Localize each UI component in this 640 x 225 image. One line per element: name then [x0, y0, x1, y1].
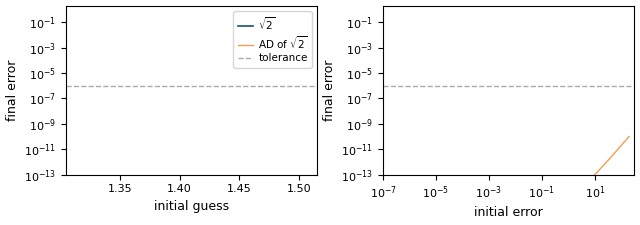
AD of $\sqrt{2}$ — [62, 185, 70, 188]
AD of $\sqrt{2}$ — [115, 184, 123, 187]
AD of $\sqrt{2}$ — [314, 185, 321, 187]
$\sqrt{2}$ — [158, 186, 166, 189]
$\sqrt{2}$ — [308, 186, 316, 189]
AD of $\sqrt{2}$ — [308, 185, 316, 188]
AD of $\sqrt{2}$ — [106, 186, 113, 189]
X-axis label: initial guess: initial guess — [154, 200, 229, 213]
Line: AD of $\sqrt{2}$: AD of $\sqrt{2}$ — [66, 185, 317, 187]
Legend: $\sqrt{2}$, AD of $\sqrt{2}$, tolerance: $\sqrt{2}$, AD of $\sqrt{2}$, tolerance — [234, 11, 312, 68]
Y-axis label: final error: final error — [323, 59, 336, 121]
X-axis label: initial error: initial error — [474, 207, 543, 219]
$\sqrt{2}$ — [106, 186, 113, 189]
AD of $\sqrt{2}$ — [80, 186, 88, 189]
$\sqrt{2}$ — [170, 186, 177, 189]
AD of $\sqrt{2}$ — [170, 186, 177, 189]
AD of $\sqrt{2}$ — [159, 184, 166, 187]
$\sqrt{2}$ — [91, 186, 99, 189]
Y-axis label: final error: final error — [6, 59, 19, 121]
$\sqrt{2}$ — [314, 186, 321, 189]
$\sqrt{2}$ — [282, 186, 289, 189]
AD of $\sqrt{2}$ — [91, 186, 99, 189]
AD of $\sqrt{2}$ — [282, 186, 289, 189]
$\sqrt{2}$ — [62, 186, 70, 189]
